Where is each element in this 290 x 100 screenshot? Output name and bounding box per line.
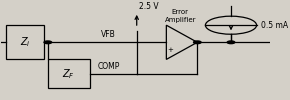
Circle shape — [44, 41, 52, 44]
Circle shape — [205, 16, 257, 34]
Circle shape — [193, 41, 201, 44]
Text: Error: Error — [172, 9, 189, 15]
Bar — [48, 59, 90, 88]
Polygon shape — [166, 25, 197, 59]
Text: $Z_i$: $Z_i$ — [19, 35, 30, 49]
Text: VFB: VFB — [101, 30, 116, 40]
Text: 2.5 V: 2.5 V — [139, 2, 159, 11]
Circle shape — [227, 41, 235, 44]
Text: Amplifier: Amplifier — [164, 16, 196, 22]
Text: +: + — [167, 47, 173, 53]
Text: 0.5 mA: 0.5 mA — [261, 21, 288, 30]
Text: COMP: COMP — [97, 62, 119, 71]
Bar — [6, 25, 44, 59]
Text: $Z_F$: $Z_F$ — [62, 67, 75, 81]
